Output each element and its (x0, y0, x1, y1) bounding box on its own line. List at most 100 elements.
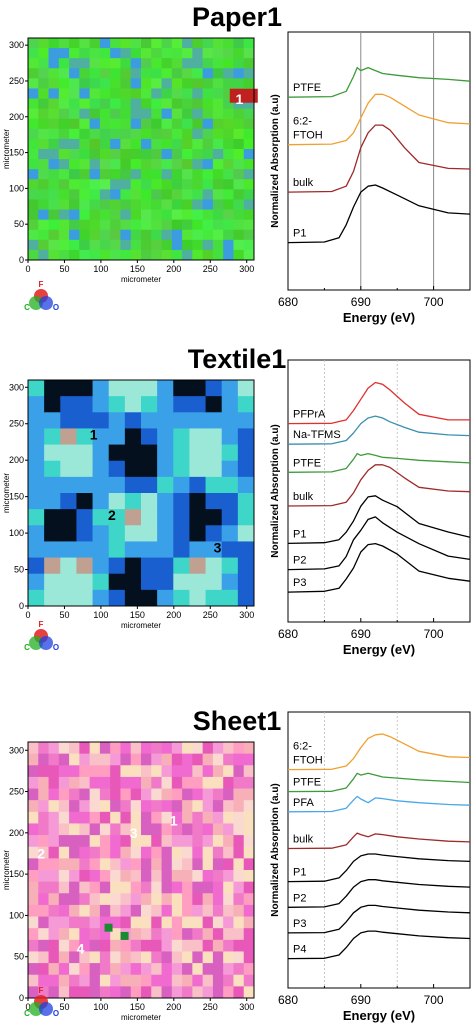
map-pixel (161, 939, 173, 952)
map-pixel (202, 811, 214, 824)
map-pixel (130, 88, 142, 99)
map-pixel (161, 149, 173, 160)
map-pixel (141, 78, 152, 89)
map-pixel (110, 753, 121, 766)
map-pixel (48, 939, 60, 952)
map-pixel (110, 199, 121, 210)
map-pixel (223, 765, 234, 778)
map-pixel (48, 881, 60, 894)
map-pixel (92, 509, 110, 526)
map-pixel (89, 986, 101, 999)
map-pixel (89, 765, 101, 778)
map-pixel (110, 811, 121, 824)
map-pixel (233, 118, 245, 130)
map-pixel (38, 199, 49, 210)
legend-circle-o (39, 1002, 53, 1016)
map-pixel (58, 249, 70, 261)
map-pixel (120, 159, 132, 170)
map-pixel (44, 525, 61, 542)
map-pixel (141, 159, 152, 170)
map-pixel (58, 835, 70, 848)
map-ytick-label: 100 (9, 528, 24, 538)
map-xtick-label: 100 (93, 610, 108, 620)
series-label-line: P4 (293, 944, 306, 956)
map-pixel (60, 525, 77, 542)
map-pixel (161, 811, 173, 824)
map-pixel (110, 765, 121, 778)
map-pixel (151, 209, 162, 221)
map-pixel (182, 776, 193, 789)
map-pixel (233, 800, 245, 813)
map-pixel (192, 219, 204, 231)
map-pixel (161, 951, 173, 964)
map-pixel (92, 396, 110, 413)
map-pixel (99, 118, 111, 130)
map-pixel (151, 986, 162, 999)
map-pixel (130, 78, 142, 89)
panel-paper1: Paper1 0 50 100 150 200 250 300 0 50 100 150 200 250 3… (2, 2, 471, 325)
map-pixel (141, 765, 152, 778)
map-pixel (28, 159, 39, 170)
map-pixel (192, 870, 204, 883)
map-pixel (48, 846, 60, 859)
map-pixel (108, 589, 126, 607)
map-pixel (192, 108, 204, 120)
map-pixel (28, 753, 39, 766)
map-pixel (171, 823, 183, 836)
map-pixel (141, 58, 152, 69)
map-pixel (233, 916, 245, 929)
map-pixel (99, 893, 111, 906)
series-label-line: PFA (293, 797, 314, 809)
map-pixel (38, 893, 49, 906)
map-pixel (141, 209, 152, 221)
map-pixel (161, 169, 173, 180)
map-pixel (99, 846, 111, 859)
map-pixel (28, 249, 39, 261)
map-pixel (130, 149, 142, 160)
map-pixel (38, 98, 49, 110)
map-xtick-label: 0 (25, 610, 30, 620)
series-label-line: P2 (293, 892, 306, 904)
map-pixel (120, 239, 132, 251)
map-pixel (189, 493, 206, 510)
series-line-pfpra (287, 381, 470, 425)
map-pixel (151, 179, 162, 190)
map-pixel (110, 788, 121, 801)
map-pixel (182, 881, 193, 894)
map-pixel (182, 904, 193, 917)
map-pixel (192, 239, 204, 251)
map-pixel (212, 974, 224, 987)
map-pixel (182, 846, 193, 859)
map-pixel (130, 229, 142, 241)
map-pixel (28, 765, 39, 778)
map-pixel (151, 128, 162, 140)
map-pixel (99, 928, 111, 941)
map-pixel (58, 742, 70, 755)
map-ytick-label: 0 (19, 601, 24, 611)
map-pixel (130, 108, 142, 120)
map-pixel (110, 800, 121, 813)
map-pixel (28, 951, 39, 964)
map-pixel (69, 963, 80, 976)
map-pixel (48, 108, 60, 120)
map-pixel (76, 460, 93, 478)
map-pixel (171, 963, 183, 976)
map-pixel (38, 189, 49, 200)
map-pixel (192, 742, 204, 755)
map-pixel (212, 138, 224, 150)
map-pixel (28, 444, 45, 462)
map-pixel (202, 986, 214, 999)
map-pixel (182, 118, 193, 130)
map-pixel (243, 881, 255, 894)
map-ytick-label: 250 (9, 419, 24, 429)
legend-circle-c (29, 1002, 43, 1016)
map-pixel (89, 249, 101, 261)
panel-sheet1: Sheet1 0 50 100 150 200 250 300 0 50 100 150 200 250 3… (2, 706, 471, 1023)
series-label: 6:2- FTOH (293, 741, 323, 767)
map-pixel (69, 800, 80, 813)
map-pixel (161, 118, 173, 130)
map-pixel (28, 219, 39, 231)
map-pixel (161, 870, 173, 883)
map-pixel (44, 460, 61, 478)
